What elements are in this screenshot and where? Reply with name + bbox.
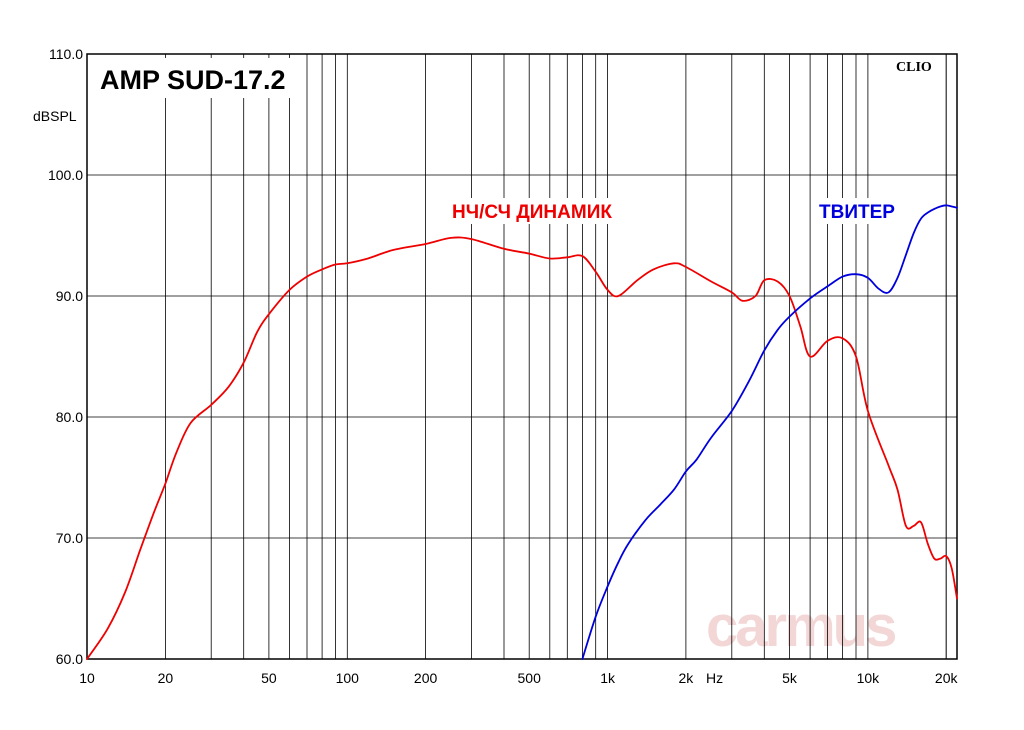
chart-title: AMP SUD-17.2 xyxy=(100,65,286,95)
x-tick-label: 2k xyxy=(679,670,695,686)
x-tick-label: 500 xyxy=(518,670,542,686)
y-tick-label: 80.0 xyxy=(56,409,83,425)
x-tick-label: 5k xyxy=(782,670,798,686)
x-axis-label: Hz xyxy=(706,670,723,686)
x-tick-label: 100 xyxy=(336,670,360,686)
y-axis-ticks: 60.0 70.0 80.0 90.0 100.0 110.0 xyxy=(48,46,83,667)
y-tick-label: 70.0 xyxy=(56,530,83,546)
title-background xyxy=(95,58,305,98)
woofer-label-background xyxy=(447,198,633,224)
clio-logo: CLIO xyxy=(896,60,932,75)
plot-frame xyxy=(86,53,958,660)
tweeter-series-label: ТВИТЕР xyxy=(819,202,895,223)
x-tick-label: 10 xyxy=(79,670,95,686)
y-tick-label: 60.0 xyxy=(56,651,83,667)
y-axis-label: dBSPL xyxy=(33,108,77,124)
x-tick-label: 1k xyxy=(600,670,616,686)
x-tick-label: 50 xyxy=(261,670,277,686)
tweeter-response-line xyxy=(581,204,958,660)
y-tick-label: 110.0 xyxy=(49,46,83,62)
x-tick-label: 200 xyxy=(414,670,438,686)
x-tick-label: 20k xyxy=(935,670,959,686)
tweeter-label-background xyxy=(814,198,902,224)
woofer-series-label: НЧ/СЧ ДИНАМИК xyxy=(452,202,612,223)
series-layer xyxy=(86,204,958,660)
x-tick-label: 10k xyxy=(857,670,881,686)
x-axis-ticks: 10 20 50 100 200 500 1k 2k 5k 10k 20k xyxy=(79,670,958,686)
y-tick-label: 100.0 xyxy=(48,167,83,183)
x-tick-label: 20 xyxy=(158,670,174,686)
watermark: carmus xyxy=(706,594,895,659)
woofer-response-line xyxy=(86,236,958,660)
vertical-grid xyxy=(164,54,947,659)
y-tick-label: 90.0 xyxy=(56,288,83,304)
